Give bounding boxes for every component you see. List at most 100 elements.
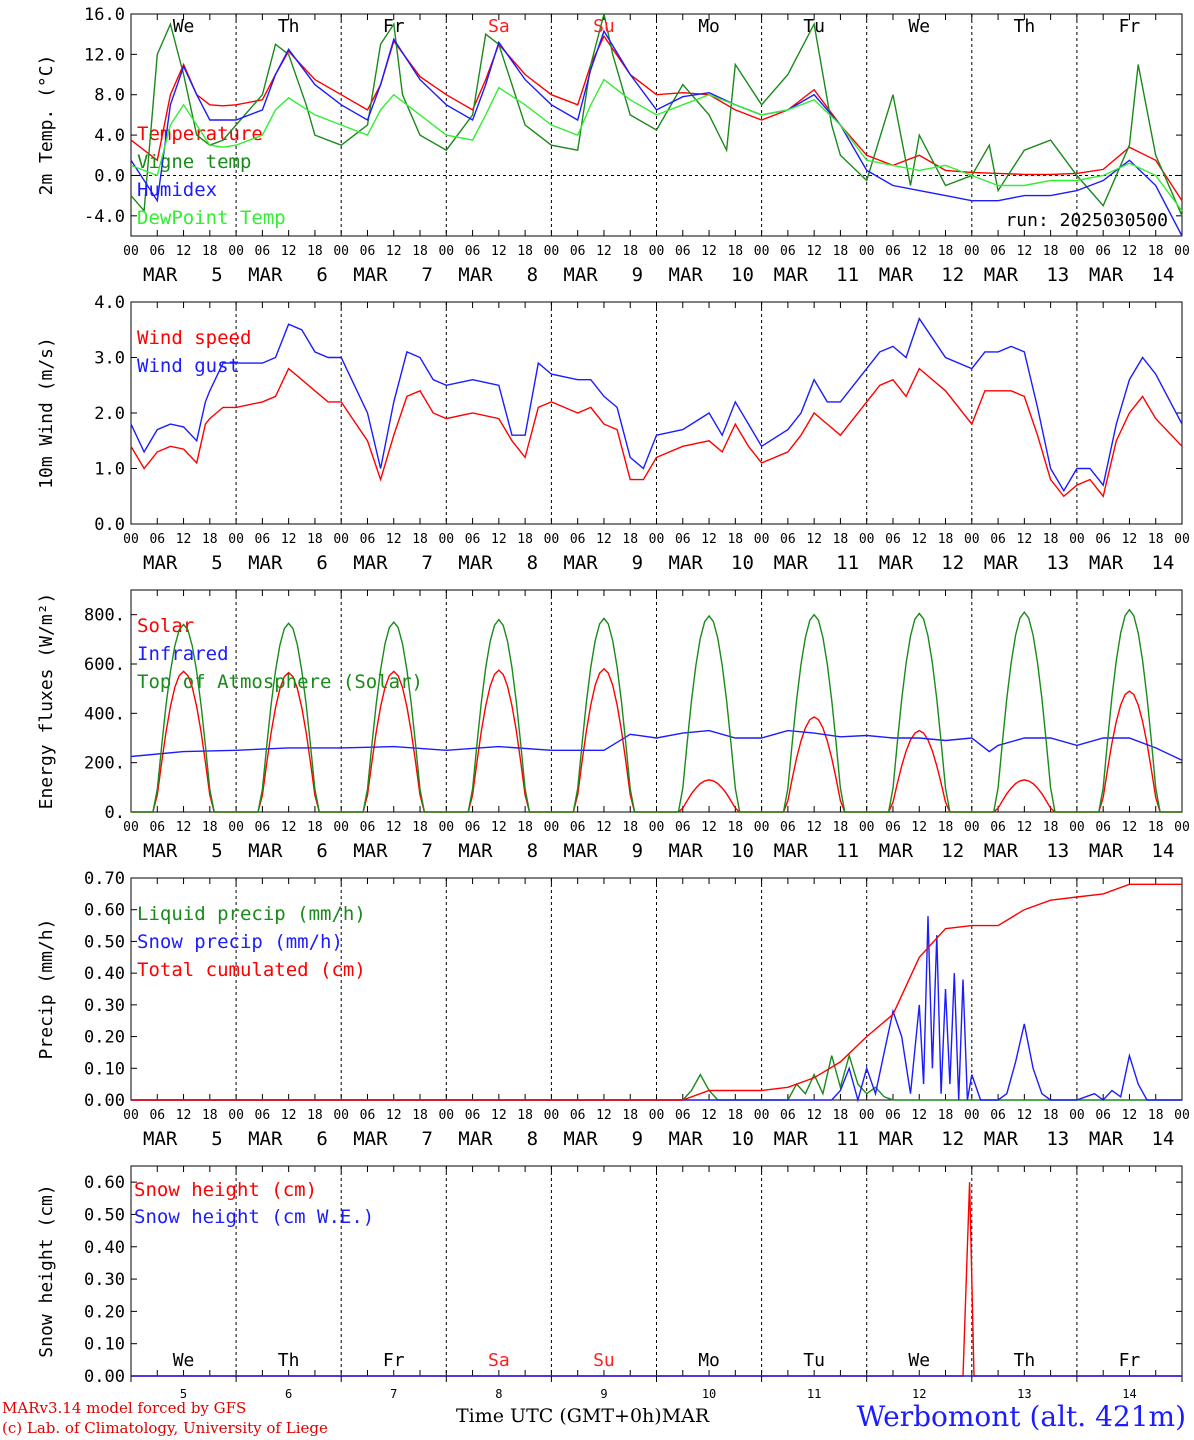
hour-tick-label: 18: [1148, 244, 1164, 259]
hour-tick-label: 12: [911, 820, 927, 835]
hour-tick-label: 12: [176, 1108, 192, 1123]
hour-tick-label: 06: [675, 820, 691, 835]
date-day-label: 8: [527, 552, 538, 574]
hour-tick-label: 06: [255, 820, 271, 835]
series-line-4: [130, 78, 1183, 212]
date-month-label: MAR: [774, 552, 809, 574]
hour-tick-label: 12: [1122, 244, 1138, 259]
hour-tick-label: 06: [885, 532, 901, 547]
date-day-label: 9: [632, 1128, 643, 1150]
hour-tick-label: 00: [1069, 820, 1085, 835]
date-day-label: 7: [421, 552, 432, 574]
date-day-label: 12: [941, 1128, 964, 1150]
y-tick-label: 0.60: [84, 1173, 125, 1193]
hour-tick-label: 12: [596, 244, 612, 259]
x-axis-label: Time UTC (GMT+0h): [456, 1405, 662, 1427]
y-tick-label: 16.0: [84, 5, 125, 25]
hour-tick-label: 00: [1069, 1108, 1085, 1123]
day-number-bottom: 6: [285, 1387, 292, 1401]
hour-tick-label: 12: [281, 820, 297, 835]
chart-panel-1: 16.0 12.0 8.0 4.0 0.0 -4.0 2m Temp. (°C) Temper…: [36, 5, 1190, 286]
hour-tick-label: 00: [754, 1108, 770, 1123]
date-day-label: 8: [527, 840, 538, 862]
hour-tick-label: 06: [360, 532, 376, 547]
legend-entry: Top of Atmosphere (Solar): [137, 671, 423, 693]
hour-tick-label: 18: [517, 1108, 533, 1123]
day-number-bottom: 8: [495, 1387, 502, 1401]
hour-tick-label: 18: [202, 244, 218, 259]
day-number-bottom: 10: [702, 1387, 716, 1401]
date-day-label: 12: [941, 552, 964, 574]
date-month-label: MAR: [669, 264, 704, 286]
hour-tick-label: 12: [806, 820, 822, 835]
series-line-2: [130, 729, 1183, 761]
chart-panel-3: 800. 600. 400. 200. 0. Energy fluxes (W/m²) So…: [36, 589, 1190, 862]
hour-tick-label: 12: [701, 1108, 717, 1123]
date-month-label: MAR: [458, 552, 493, 574]
hour-tick-label: 06: [990, 820, 1006, 835]
date-month-label: MAR: [458, 1128, 493, 1150]
hour-tick-label: 12: [596, 820, 612, 835]
date-month-label: MAR: [774, 840, 809, 862]
date-day-label: 9: [632, 264, 643, 286]
hour-tick-label: 12: [911, 244, 927, 259]
legend-entry: Humidex: [137, 179, 217, 201]
y-tick-label: 0.40: [84, 964, 125, 984]
run-annotation: run: 2025030500: [1005, 210, 1168, 231]
hour-tick-label: 12: [491, 820, 507, 835]
date-day-label: 5: [211, 1128, 222, 1150]
legend-entry: Vigne temp: [137, 151, 251, 173]
series-line-2: [130, 317, 1183, 493]
hour-tick-label: 06: [360, 244, 376, 259]
hour-tick-label: 18: [622, 820, 638, 835]
hour-tick-label: 12: [491, 244, 507, 259]
date-day-label: 10: [731, 264, 754, 286]
date-day-label: 6: [316, 840, 327, 862]
date-day-label: 6: [316, 264, 327, 286]
hour-tick-label: 06: [360, 820, 376, 835]
hour-tick-label: 12: [491, 1108, 507, 1123]
x-axis-month: MAR: [661, 1405, 710, 1427]
hour-tick-label: 18: [938, 532, 954, 547]
hour-tick-label: 12: [281, 532, 297, 547]
series-line-1: [131, 1053, 1182, 1101]
hour-tick-label: 00: [859, 532, 875, 547]
hour-tick-label: 00: [438, 1108, 454, 1123]
hour-tick-label: 00: [333, 1108, 349, 1123]
date-month-label: MAR: [563, 1128, 598, 1150]
hour-tick-label: 18: [412, 1108, 428, 1123]
date-day-label: 10: [731, 552, 754, 574]
day-number-bottom: 13: [1017, 1387, 1031, 1401]
hour-tick-label: 12: [1017, 244, 1033, 259]
y-tick-label: 3.0: [94, 349, 125, 369]
hour-tick-label: 00: [859, 1108, 875, 1123]
chart-panel-4: 0.70 0.60 0.50 0.40 0.30 0.20 0.10 0.00 Precip (…: [36, 869, 1190, 1150]
hour-tick-label: 06: [465, 532, 481, 547]
y-tick-label: 0.30: [84, 1270, 125, 1290]
y-tick-label: 0.20: [84, 1302, 125, 1322]
date-month-label: MAR: [143, 552, 178, 574]
day-abbr: Tu: [803, 16, 825, 37]
hour-tick-label: 18: [307, 532, 323, 547]
hour-tick-label: 00: [1069, 244, 1085, 259]
date-day-label: 14: [1151, 264, 1174, 286]
hour-tick-label: 12: [1122, 532, 1138, 547]
y-tick-label: 4.0: [94, 293, 125, 313]
date-month-label: MAR: [879, 1128, 914, 1150]
legend-entry: Temperature: [137, 123, 263, 145]
date-month-label: MAR: [1089, 840, 1124, 862]
hour-tick-label: 12: [806, 532, 822, 547]
hour-tick-label: 18: [1043, 820, 1059, 835]
hour-tick-label: 00: [228, 1108, 244, 1123]
date-month-label: MAR: [143, 264, 178, 286]
hour-tick-label: 06: [465, 820, 481, 835]
y-tick-label: 8.0: [94, 86, 125, 106]
hour-tick-label: 12: [806, 244, 822, 259]
date-day-label: 5: [211, 840, 222, 862]
hour-tick-label: 06: [1095, 532, 1111, 547]
hour-tick-label: 12: [386, 1108, 402, 1123]
series-line-2: [131, 916, 1182, 1103]
y-tick-label: 400.: [84, 704, 125, 724]
hour-tick-label: 00: [754, 532, 770, 547]
hour-tick-label: 00: [333, 532, 349, 547]
